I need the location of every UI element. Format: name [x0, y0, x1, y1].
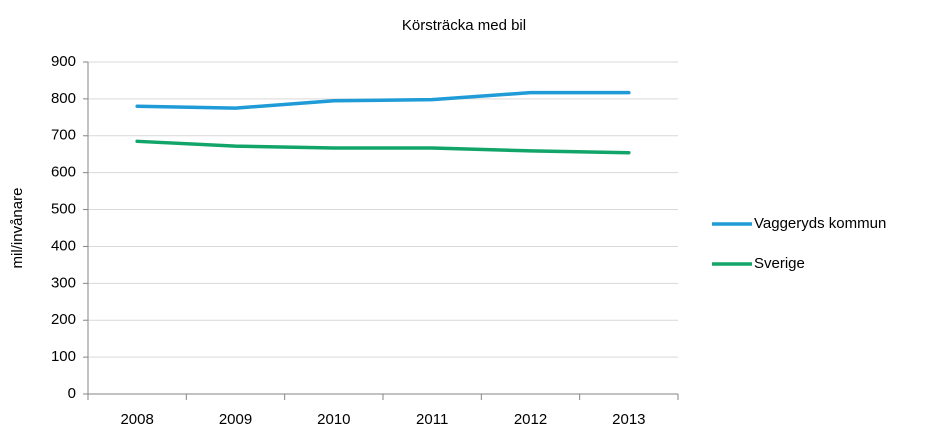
x-tick-label: 2009	[219, 411, 252, 428]
y-tick-label: 0	[68, 385, 76, 402]
y-tick-label: 800	[51, 90, 76, 107]
x-tick-label: 2011	[416, 411, 448, 428]
legend-label: Sverige	[754, 255, 805, 272]
x-tick-label: 2012	[514, 411, 547, 428]
x-tick-label: 2010	[317, 411, 350, 428]
y-tick-label: 300	[51, 274, 76, 291]
x-tick-label: 2008	[120, 411, 153, 428]
y-tick-label: 100	[51, 348, 76, 365]
legend-label: Vaggeryds kommun	[754, 215, 886, 232]
y-tick-label: 500	[51, 201, 76, 218]
x-tick-label: 2013	[612, 411, 645, 428]
y-tick-label: 400	[51, 237, 76, 254]
chart-title: Körsträcka med bil	[402, 17, 526, 34]
y-axis-label: mil/invånare	[9, 188, 26, 269]
y-tick-label: 200	[51, 311, 76, 328]
line-series	[135, 139, 631, 155]
y-tick-label: 600	[51, 164, 76, 181]
line-series	[135, 90, 631, 110]
y-tick-label: 900	[51, 53, 76, 70]
y-tick-label: 700	[51, 127, 76, 144]
